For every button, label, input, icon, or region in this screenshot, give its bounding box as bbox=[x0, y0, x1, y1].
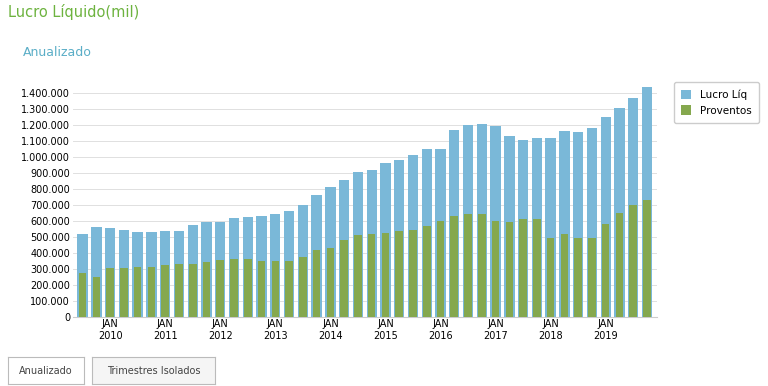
Bar bbox=[545, 138, 556, 317]
Bar bbox=[79, 273, 86, 317]
Bar bbox=[519, 219, 527, 317]
Bar bbox=[588, 237, 596, 317]
Bar bbox=[299, 257, 306, 317]
Bar bbox=[134, 267, 141, 317]
Bar bbox=[547, 238, 554, 317]
Bar bbox=[147, 267, 155, 317]
Bar bbox=[644, 200, 650, 317]
Bar bbox=[602, 224, 610, 317]
Bar bbox=[492, 221, 499, 317]
Bar bbox=[229, 218, 239, 317]
Bar bbox=[243, 217, 253, 317]
Bar bbox=[587, 128, 597, 317]
Bar bbox=[217, 260, 224, 317]
Bar bbox=[504, 136, 515, 317]
Bar bbox=[257, 216, 266, 317]
Bar bbox=[561, 234, 568, 317]
Bar bbox=[175, 264, 183, 317]
Bar bbox=[491, 126, 501, 317]
Bar bbox=[559, 130, 570, 317]
Bar bbox=[339, 180, 349, 317]
Bar bbox=[203, 262, 210, 317]
Bar bbox=[78, 234, 88, 317]
Bar bbox=[423, 225, 431, 317]
Bar bbox=[230, 259, 238, 317]
Bar bbox=[312, 195, 322, 317]
Bar bbox=[340, 240, 348, 317]
Bar bbox=[244, 259, 252, 317]
Bar bbox=[601, 117, 611, 317]
Bar bbox=[616, 213, 624, 317]
Bar bbox=[354, 235, 362, 317]
Text: Anualizado: Anualizado bbox=[19, 366, 73, 376]
Bar bbox=[422, 149, 432, 317]
Bar bbox=[630, 205, 637, 317]
Bar bbox=[505, 222, 513, 317]
Bar bbox=[463, 125, 473, 317]
Bar bbox=[93, 277, 100, 317]
Bar bbox=[380, 163, 391, 317]
Bar bbox=[477, 124, 487, 317]
Bar bbox=[408, 156, 418, 317]
Bar bbox=[614, 108, 624, 317]
Bar bbox=[382, 233, 389, 317]
Bar bbox=[160, 231, 170, 317]
Bar bbox=[368, 234, 376, 317]
Bar bbox=[119, 230, 129, 317]
Bar bbox=[366, 170, 377, 317]
Bar bbox=[133, 232, 143, 317]
Bar bbox=[574, 238, 582, 317]
Bar bbox=[270, 214, 280, 317]
Bar bbox=[628, 98, 638, 317]
Bar bbox=[437, 221, 445, 317]
Bar bbox=[313, 249, 320, 317]
Bar bbox=[215, 222, 226, 317]
Bar bbox=[284, 211, 294, 317]
Bar bbox=[201, 222, 212, 317]
Text: Lucro Líquido(mil): Lucro Líquido(mil) bbox=[8, 4, 139, 20]
Text: Anualizado: Anualizado bbox=[23, 46, 92, 59]
Bar bbox=[465, 214, 472, 317]
Legend: Lucro Líq, Proventos: Lucro Líq, Proventos bbox=[674, 82, 759, 123]
Bar bbox=[298, 205, 308, 317]
Bar bbox=[187, 225, 198, 317]
Text: Trimestres Isolados: Trimestres Isolados bbox=[107, 366, 200, 376]
Bar bbox=[353, 172, 363, 317]
Bar bbox=[120, 268, 127, 317]
Bar bbox=[518, 140, 528, 317]
Bar bbox=[189, 264, 197, 317]
Bar bbox=[449, 130, 459, 317]
Bar bbox=[326, 248, 334, 317]
Bar bbox=[435, 149, 445, 317]
Bar bbox=[642, 87, 652, 317]
Bar bbox=[106, 268, 114, 317]
Bar bbox=[161, 266, 169, 317]
Bar bbox=[272, 261, 279, 317]
Bar bbox=[394, 160, 405, 317]
Bar bbox=[533, 219, 541, 317]
Bar bbox=[451, 216, 458, 317]
Bar bbox=[174, 231, 184, 317]
Bar bbox=[285, 261, 293, 317]
Bar bbox=[91, 227, 101, 317]
Bar bbox=[531, 138, 542, 317]
Bar bbox=[146, 232, 157, 317]
Bar bbox=[258, 261, 265, 317]
Bar bbox=[105, 228, 115, 317]
Bar bbox=[396, 231, 403, 317]
Bar bbox=[573, 132, 584, 317]
Bar bbox=[409, 230, 417, 317]
Bar bbox=[325, 187, 336, 317]
Bar bbox=[478, 213, 485, 317]
